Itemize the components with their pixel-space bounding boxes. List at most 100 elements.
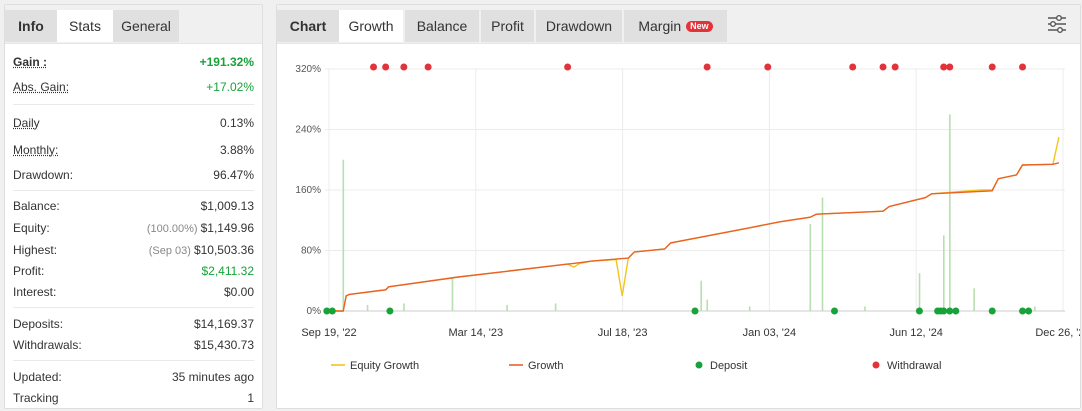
tab-info[interactable]: Info (5, 10, 57, 42)
withdrawal-marker (703, 63, 711, 71)
volume-bar (700, 280, 702, 311)
chart-markers (323, 63, 1033, 315)
deposit-marker (831, 307, 839, 315)
volume-bar (403, 303, 405, 311)
volume-bars (342, 114, 1036, 311)
tab-margin[interactable]: Margin New (624, 10, 727, 42)
deposits-label: Deposits: (13, 317, 64, 331)
drawdown-value: 96.47% (213, 168, 254, 182)
deposits-row: Deposits: $14,169.37 (13, 314, 254, 334)
monthly-label[interactable]: Monthly: (13, 143, 59, 157)
monthly-value: 3.88% (219, 143, 254, 157)
divider (13, 104, 254, 105)
drawdown-row: Drawdown: 96.47% (13, 165, 254, 185)
deposit-marker (946, 307, 954, 315)
monthly-row: Monthly: 3.88% (13, 140, 254, 160)
legend-equity-growth: Equity Growth (350, 360, 419, 372)
daily-value: 0.13% (219, 116, 254, 130)
abs-gain-label[interactable]: Abs. Gain: (13, 80, 70, 94)
x-tick-label: Jun 12, '24 (889, 327, 942, 339)
x-tick-label: Jul 18, '23 (598, 327, 648, 339)
equity-value: $1,149.96 (200, 221, 254, 235)
withdrawals-row: Withdrawals: $15,430.73 (13, 335, 254, 355)
withdrawal-marker (1019, 63, 1027, 71)
abs-gain-value: +17.02% (206, 80, 254, 94)
volume-bar (366, 304, 369, 311)
balance-row: Balance: $1,009.13 (13, 196, 254, 216)
tab-general[interactable]: General (113, 10, 179, 42)
volume-bar (554, 303, 557, 311)
filter-settings-icon[interactable] (1046, 13, 1068, 35)
y-tick-label: 240% (295, 125, 321, 136)
updated-label: Updated: (13, 370, 62, 384)
new-badge: New (686, 21, 713, 32)
chart-tabs: Chart Growth Balance Profit Drawdown Mar… (277, 5, 1080, 44)
tab-drawdown[interactable]: Drawdown (536, 10, 622, 42)
deposit-marker (1025, 307, 1033, 315)
gain-label[interactable]: Gain : (13, 55, 48, 69)
gain-row: Gain : +191.32% (13, 52, 254, 72)
withdrawal-marker (382, 63, 390, 71)
tab-profit[interactable]: Profit (481, 10, 534, 42)
divider (13, 360, 254, 361)
deposits-value: $14,169.37 (193, 317, 254, 331)
daily-row: Daily 0.13% (13, 113, 254, 133)
chart-lines (325, 136, 1060, 312)
legend-deposit: Deposit (710, 360, 747, 372)
deposit-marker (940, 307, 948, 315)
divider (13, 190, 254, 191)
balance-value: $1,009.13 (200, 199, 254, 213)
withdrawals-value: $15,430.73 (193, 338, 254, 352)
tab-balance[interactable]: Balance (405, 10, 479, 42)
tracking-value: 1 (247, 391, 254, 405)
interest-row: Interest: $0.00 (13, 282, 254, 302)
abs-gain-row: Abs. Gain: +17.02% (13, 77, 254, 97)
volume-bar (342, 159, 345, 311)
withdrawal-marker (891, 63, 899, 71)
tracking-label: Tracking (13, 391, 59, 405)
interest-label: Interest: (13, 285, 57, 299)
growth-line (325, 162, 1060, 312)
divider (13, 307, 254, 308)
updated-row: Updated: 35 minutes ago (13, 367, 254, 387)
legend-growth: Growth (528, 360, 563, 372)
volume-bar (748, 306, 751, 311)
interest-value: $0.00 (223, 285, 254, 299)
highest-row: Highest: (Sep 03) $10,503.36 (13, 240, 254, 260)
profit-row: Profit: $2,411.32 (13, 261, 254, 281)
y-tick-label: 0% (307, 306, 322, 317)
y-tick-label: 160% (295, 185, 321, 196)
tracking-row: Tracking 1 (13, 388, 254, 408)
highest-date: (Sep 03) (148, 245, 191, 257)
volume-bar (918, 273, 921, 311)
volume-bar (809, 224, 812, 311)
withdrawal-marker (946, 63, 954, 71)
withdrawal-marker (940, 63, 948, 71)
deposit-marker (328, 307, 336, 315)
tab-stats[interactable]: Stats (57, 10, 113, 42)
deposit-marker (323, 307, 331, 315)
volume-bar (821, 197, 824, 311)
equity-percent: (100.00%) (146, 223, 198, 235)
drawdown-label: Drawdown: (13, 168, 74, 182)
withdrawal-marker (564, 63, 572, 71)
withdrawal-marker (424, 63, 432, 71)
tab-chart[interactable]: Chart (277, 10, 339, 42)
x-tick-label: Mar 14, '23 (448, 327, 503, 339)
deposit-marker (691, 307, 699, 315)
x-axis: Sep 19, '22 Mar 14, '23 Jul 18, '23 Jan 03,… (301, 327, 1080, 339)
highest-value: $10,503.36 (193, 243, 254, 257)
y-tick-label: 320% (295, 64, 321, 75)
deposit-marker (952, 307, 960, 315)
highest-value-wrap: (Sep 03) $10,503.36 (149, 240, 254, 261)
chart-legend: Equity Growth Growth Deposit Withdrawal (331, 360, 941, 372)
equity-growth-line (325, 136, 1060, 312)
y-tick-label: 80% (301, 246, 321, 257)
withdrawal-marker (988, 63, 996, 71)
x-tick-label: Sep 19, '22 (301, 327, 356, 339)
equity-value-wrap: (100.00%) $1,149.96 (147, 218, 254, 239)
deposit-marker (386, 307, 394, 315)
deposit-marker (1019, 307, 1027, 315)
tab-growth[interactable]: Growth (339, 10, 403, 42)
daily-label[interactable]: Daily (13, 116, 40, 130)
